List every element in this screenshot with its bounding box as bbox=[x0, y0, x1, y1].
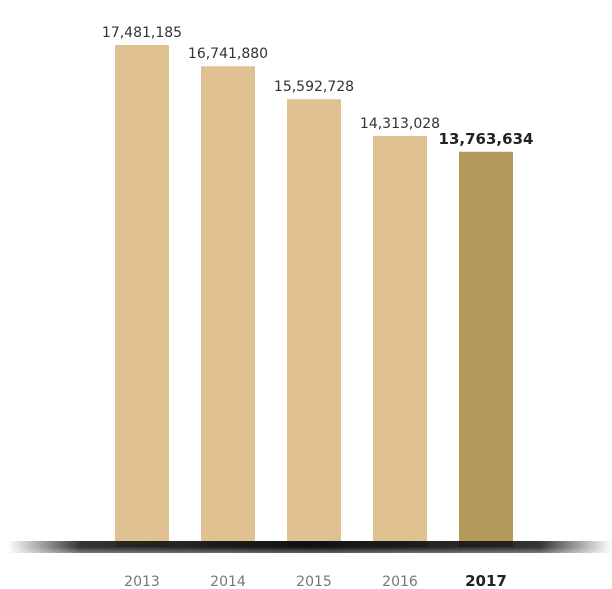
x-axis-tick-labels: 2013 2014 2015 2016 2017 bbox=[124, 572, 507, 589]
baseline-axis-shade bbox=[8, 541, 612, 553]
value-labels-group: 17,481,185 16,741,880 15,592,728 14,313,028… bbox=[102, 25, 534, 148]
bars-group bbox=[115, 45, 513, 548]
x-tick-label-2015: 2015 bbox=[296, 574, 332, 589]
bar-2016 bbox=[373, 135, 427, 547]
value-label-2016: 14,313,028 bbox=[360, 116, 440, 132]
value-label-2015: 15,592,728 bbox=[274, 79, 354, 95]
x-tick-label-2013: 2013 bbox=[124, 574, 160, 589]
x-tick-label-2016: 2016 bbox=[382, 574, 418, 589]
x-tick-label-2017: 2017 bbox=[465, 572, 507, 589]
value-label-2014: 16,741,880 bbox=[188, 46, 268, 62]
x-tick-label-2014: 2014 bbox=[210, 574, 246, 589]
bar-2014 bbox=[201, 66, 255, 547]
value-label-2013: 17,481,185 bbox=[102, 25, 182, 41]
value-label-2017: 13,763,634 bbox=[439, 130, 534, 148]
bar-2015 bbox=[287, 99, 341, 547]
bar-2013 bbox=[115, 45, 169, 547]
bar-2017 bbox=[459, 151, 513, 548]
